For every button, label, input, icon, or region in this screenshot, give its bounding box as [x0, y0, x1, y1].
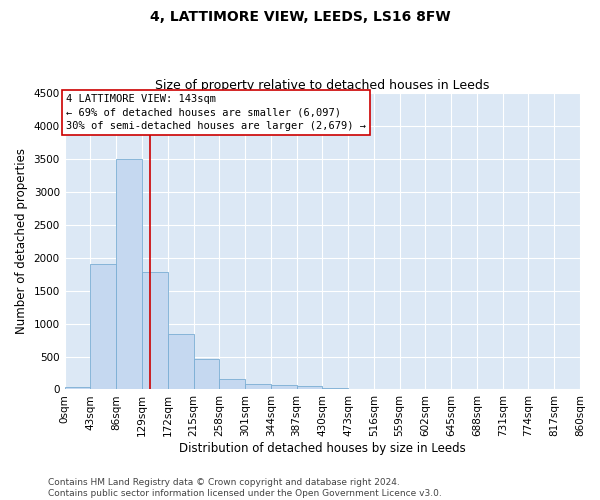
Bar [91, 264, 116, 390]
Title: Size of property relative to detached houses in Leeds: Size of property relative to detached ho… [155, 79, 490, 92]
X-axis label: Distribution of detached houses by size in Leeds: Distribution of detached houses by size … [179, 442, 466, 455]
Bar [116, 159, 142, 390]
Bar [142, 272, 168, 390]
Bar [296, 386, 322, 390]
Bar [193, 358, 219, 390]
Bar [65, 387, 91, 390]
Text: Contains HM Land Registry data © Crown copyright and database right 2024.
Contai: Contains HM Land Registry data © Crown c… [48, 478, 442, 498]
Bar [168, 334, 193, 390]
Text: 4, LATTIMORE VIEW, LEEDS, LS16 8FW: 4, LATTIMORE VIEW, LEEDS, LS16 8FW [149, 10, 451, 24]
Bar [245, 384, 271, 390]
Y-axis label: Number of detached properties: Number of detached properties [15, 148, 28, 334]
Bar [271, 385, 296, 390]
Text: 4 LATTIMORE VIEW: 143sqm
← 69% of detached houses are smaller (6,097)
30% of sem: 4 LATTIMORE VIEW: 143sqm ← 69% of detach… [66, 94, 366, 131]
Bar [322, 388, 348, 390]
Bar [219, 379, 245, 390]
